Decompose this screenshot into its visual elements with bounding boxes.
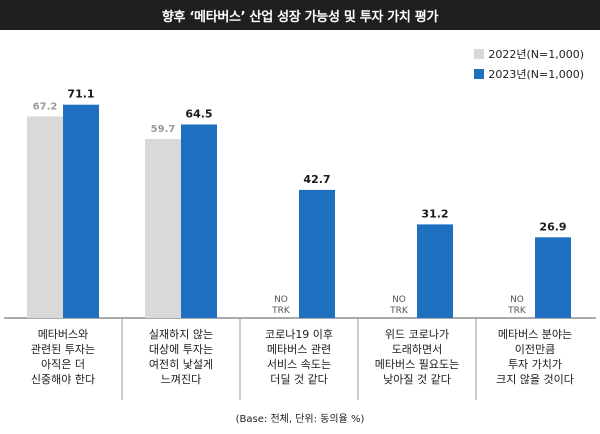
category-label-4-line-2: 도래하면서 bbox=[392, 342, 443, 356]
category-label-3-line-1: 코로나19 이후 bbox=[265, 328, 333, 341]
category-label-1-line-2: 관련된 투자는 bbox=[31, 343, 95, 356]
value-label-2023-5: 26.9 bbox=[539, 220, 566, 233]
value-label-2023-4: 31.2 bbox=[421, 207, 448, 220]
category-label-5-line-2: 이전만큼 bbox=[515, 343, 555, 356]
category-label-1-line-4: 신중해야 한다 bbox=[31, 372, 95, 386]
legend: 2022년(N=1,000) 2023년(N=1,000) bbox=[474, 44, 584, 84]
bar-2023-2 bbox=[181, 124, 217, 318]
category-label-5-line-1: 메타버스 분야는 bbox=[498, 328, 572, 341]
bar-2023-4 bbox=[417, 224, 453, 318]
legend-swatch-2022 bbox=[474, 49, 485, 59]
category-label-5-line-4: 크지 않을 것이다 bbox=[496, 373, 574, 386]
legend-item-2022: 2022년(N=1,000) bbox=[474, 44, 584, 64]
category-label-2-line-4: 느껴진다 bbox=[161, 373, 201, 386]
no-trk-label-4-1: NO bbox=[392, 295, 406, 305]
category-label-2-line-1: 실재하지 않는 bbox=[149, 327, 213, 341]
category-label-1-line-3: 아직은 더 bbox=[41, 358, 85, 371]
category-label-5-line-3: 투자 가치가 bbox=[508, 358, 562, 371]
chart-title: 향후 ‘메타버스’ 산업 성장 가능성 및 투자 가치 평가 bbox=[0, 0, 600, 30]
category-label-3-line-4: 더딜 것 같다 bbox=[270, 373, 328, 386]
bar-2023-3 bbox=[299, 189, 335, 318]
bar-2022-1 bbox=[27, 116, 63, 319]
category-label-3-line-3: 서비스 속도는 bbox=[267, 358, 331, 371]
value-label-2022-1: 67.2 bbox=[33, 101, 58, 112]
legend-label-2022: 2022년(N=1,000) bbox=[488, 48, 584, 61]
category-label-2-line-2: 대상에 투자는 bbox=[149, 343, 213, 356]
category-label-4-line-1: 위드 코로나가 bbox=[385, 328, 449, 341]
legend-item-2023: 2023년(N=1,000) bbox=[474, 64, 584, 84]
value-label-2022-2: 59.7 bbox=[151, 124, 176, 135]
no-trk-label-3-1: NO bbox=[274, 295, 288, 305]
legend-swatch-2023 bbox=[474, 69, 485, 79]
bar-2022-2 bbox=[145, 138, 181, 318]
bar-2023-1 bbox=[63, 104, 99, 318]
value-label-2023-1: 71.1 bbox=[67, 88, 94, 101]
no-trk-label-5-1: NO bbox=[510, 295, 524, 305]
category-label-2-line-3: 여전히 낯설게 bbox=[149, 357, 213, 371]
no-trk-label-3-2: TRK bbox=[271, 306, 291, 316]
footer-note: (Base: 전체, 단위: 동의율 %) bbox=[235, 414, 365, 425]
bar-2023-5 bbox=[535, 237, 571, 318]
value-label-2023-3: 42.7 bbox=[303, 173, 330, 186]
no-trk-label-5-2: TRK bbox=[507, 306, 527, 316]
category-label-3-line-2: 메타버스 관련 bbox=[267, 343, 331, 356]
category-label-4-line-3: 메타버스 필요도는 bbox=[375, 358, 459, 371]
category-label-1-line-1: 메타버스와 bbox=[38, 328, 89, 341]
legend-label-2023: 2023년(N=1,000) bbox=[488, 68, 584, 81]
no-trk-label-4-2: TRK bbox=[389, 306, 409, 316]
category-label-4-line-4: 낮아질 것 같다 bbox=[383, 373, 451, 386]
value-label-2023-2: 64.5 bbox=[185, 108, 212, 121]
